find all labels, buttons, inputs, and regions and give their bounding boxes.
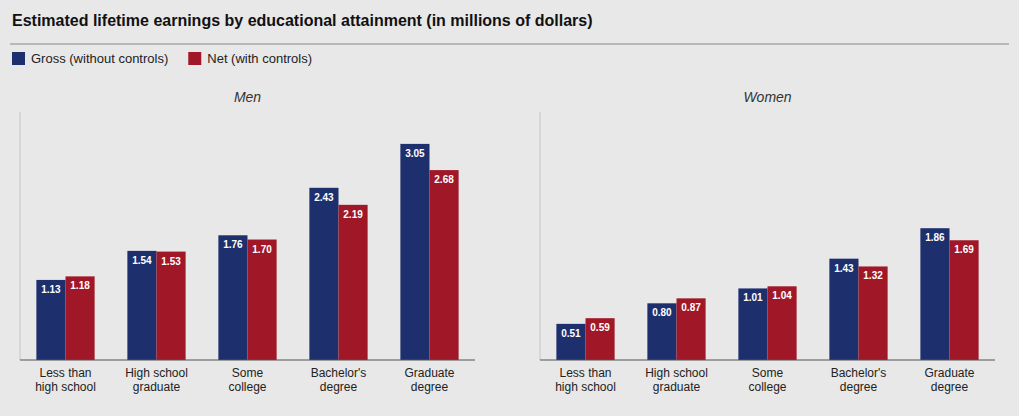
data-label: 1.70 <box>252 244 272 255</box>
chart-svg: Estimated lifetime earnings by education… <box>0 0 1019 416</box>
x-tick-label-line: Less than <box>39 366 91 380</box>
x-tick-label-line: Some <box>232 366 264 380</box>
subplot-title: Women <box>743 89 791 105</box>
x-tick-label-line: graduate <box>653 380 701 394</box>
data-label: 2.19 <box>343 209 363 220</box>
legend-label: Gross (without controls) <box>31 51 168 66</box>
chart-container: Estimated lifetime earnings by education… <box>0 0 1019 416</box>
bars: Gross (without controls) Gross (without c… <box>36 144 458 360</box>
bar: Gross (without controls) <box>127 251 156 360</box>
x-tick-label-line: High school <box>645 366 708 380</box>
x-tick-label-line: High school <box>125 366 188 380</box>
x-tick-label-line: college <box>748 380 786 394</box>
bar: Net (with controls) <box>950 240 979 360</box>
x-tick-label-line: graduate <box>133 380 181 394</box>
x-tick-label: Graduatedegree <box>924 366 974 394</box>
bar: Gross (without controls) <box>647 303 676 360</box>
data-label: 1.76 <box>223 239 243 250</box>
x-tick-label-line: degree <box>931 380 969 394</box>
x-tick-label-line: Some <box>752 366 784 380</box>
background <box>0 0 1019 416</box>
data-label: 0.51 <box>561 328 581 339</box>
x-tick-label: High schoolgraduate <box>125 366 188 394</box>
bar: Gross (without controls) <box>829 259 858 360</box>
bar: Net (with controls) <box>768 286 797 360</box>
legend-swatch <box>188 52 201 65</box>
data-label: 1.01 <box>743 292 763 303</box>
bar: Gross (without controls) <box>556 324 585 360</box>
data-labels: 1.13 1.54 1.76 2.43 3.05 1.18 1.53 1.70 2.19 2.68 <box>41 148 454 295</box>
data-label: 1.69 <box>954 244 974 255</box>
x-tick-label: Bachelor'sdegree <box>831 366 887 394</box>
x-tick-label-line: Less than <box>559 366 611 380</box>
x-tick-label-line: Bachelor's <box>311 366 367 380</box>
data-label: 1.04 <box>772 290 792 301</box>
panel: WomenGross (without controls)Gross (with… <box>540 89 995 394</box>
x-axis <box>540 360 995 361</box>
data-label: 2.43 <box>314 192 334 203</box>
bar: Net (with controls) <box>677 298 706 360</box>
bar: Net (with controls) <box>157 252 186 360</box>
x-tick-label: Somecollege <box>748 366 786 394</box>
panel: MenGross (without controls)Gross (withou… <box>20 89 475 394</box>
y-range-line <box>20 112 21 360</box>
data-label: 1.54 <box>132 255 152 266</box>
bar: Net (with controls) <box>859 266 888 360</box>
bar: Net (with controls) <box>248 240 277 360</box>
x-tick-label: Somecollege <box>228 366 266 394</box>
x-tick-label-line: degree <box>840 380 878 394</box>
x-tick-label: Graduatedegree <box>404 366 454 394</box>
x-tick-label-line: high school <box>555 380 616 394</box>
bar: Gross (without controls) <box>738 288 767 360</box>
data-label: 1.32 <box>863 270 883 281</box>
x-tick-label-line: college <box>228 380 266 394</box>
legend: Gross (without controls) Net (with contro… <box>12 51 312 66</box>
bar: Gross (without controls) <box>309 188 338 360</box>
data-label: 1.13 <box>41 284 61 295</box>
bars: Gross (without controls) Gross (without c… <box>556 228 978 360</box>
title-rule <box>10 44 1009 45</box>
bar: Gross (without controls) <box>36 280 65 360</box>
data-label: 0.80 <box>652 307 672 318</box>
x-tick-label: High schoolgraduate <box>645 366 708 394</box>
title: Estimated lifetime earnings by education… <box>12 12 593 29</box>
x-tick-label-line: Graduate <box>404 366 454 380</box>
data-label: 3.05 <box>405 148 425 159</box>
data-label: 1.18 <box>70 280 90 291</box>
x-tick-label-line: Graduate <box>924 366 974 380</box>
data-labels: 0.51 0.80 1.01 1.43 1.86 0.59 0.87 1.04 1.32 1.69 <box>561 232 974 339</box>
x-tick-label: Less thanhigh school <box>555 366 616 394</box>
bar: Net (with controls) <box>66 276 95 360</box>
legend-label: Net (with controls) <box>207 51 312 66</box>
data-label: 0.59 <box>590 322 610 333</box>
x-tick-label-line: high school <box>35 380 96 394</box>
y-range-line <box>540 112 541 360</box>
bar: Net (with controls) <box>430 170 459 360</box>
data-label: 2.68 <box>434 174 454 185</box>
bar: Gross (without controls) <box>400 144 429 360</box>
x-axis <box>20 360 475 361</box>
x-tick-label-line: degree <box>320 380 358 394</box>
data-label: 0.87 <box>681 302 701 313</box>
data-label: 1.86 <box>925 232 945 243</box>
x-tick-label-line: Bachelor's <box>831 366 887 380</box>
bar: Net (with controls) <box>586 318 615 360</box>
x-tick-label: Less thanhigh school <box>35 366 96 394</box>
bar: Gross (without controls) <box>218 235 247 360</box>
x-tick-label: Bachelor'sdegree <box>311 366 367 394</box>
x-tick-label-line: degree <box>411 380 449 394</box>
data-label: 1.43 <box>834 263 854 274</box>
legend-swatch <box>12 52 25 65</box>
data-label: 1.53 <box>161 256 181 267</box>
subplot-title: Men <box>234 89 261 105</box>
bar: Gross (without controls) <box>920 228 949 360</box>
bar: Net (with controls) <box>339 205 368 360</box>
